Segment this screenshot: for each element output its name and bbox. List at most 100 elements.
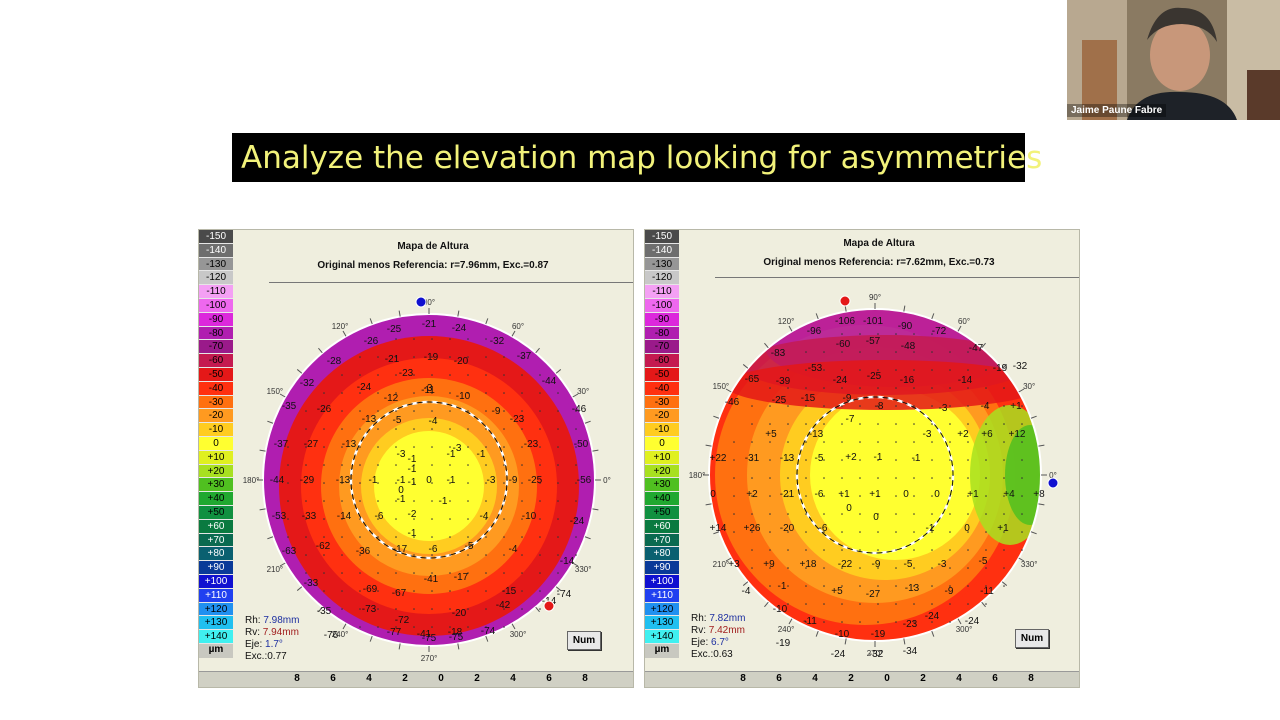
grid-dot [539,536,541,538]
num-button[interactable]: Num [1015,629,1049,648]
grid-dot [341,374,343,376]
elevation-value: -19 [993,363,1008,374]
grid-dot [521,536,523,538]
grid-dot [431,482,433,484]
grid-dot [413,554,415,556]
angle-tick [903,638,906,645]
grid-dot [895,585,897,587]
grid-dot [823,459,825,461]
grid-dot [395,590,397,592]
participant-video[interactable]: Jaime Paune Fabre [1067,0,1280,120]
elevation-value: +2 [845,452,857,463]
elevation-value: 0 [398,485,404,496]
grid-dot [877,567,879,569]
elevation-value: -37 [517,351,532,362]
scale-entry: -150 [199,230,233,244]
grid-dot [805,351,807,353]
grid-dot [575,428,577,430]
scale-entry: +50 [199,505,233,520]
elevation-value: -56 [577,475,592,486]
scale-entry: +60 [645,519,679,534]
grid-dot [1003,585,1005,587]
elevation-value: -24 [452,323,467,334]
grid-dot [395,392,397,394]
grid-dot [395,410,397,412]
elevation-value: -9 [492,406,501,417]
elevation-value: 0 [964,523,970,534]
grid-dot [1021,405,1023,407]
elevation-value: -17 [393,544,408,555]
grid-dot [751,459,753,461]
angle-tick [1030,531,1037,535]
grid-dot [913,369,915,371]
grid-dot [823,567,825,569]
grid-dot [733,477,735,479]
grid-dot [449,482,451,484]
grid-dot [341,392,343,394]
grid-dot [431,446,433,448]
grid-dot [521,356,523,358]
elevation-value: -13 [905,583,920,594]
grid-dot [287,482,289,484]
grid-dot [805,369,807,371]
grid-dot [1021,459,1023,461]
axis-marker [1047,477,1059,489]
grid-dot [859,477,861,479]
grid-dot [895,477,897,479]
grid-dot [503,482,505,484]
angle-tick [1018,388,1025,393]
grid-dot [841,567,843,569]
grid-dot [449,554,451,556]
grid-dot [895,423,897,425]
elevation-value: 0 [426,475,432,486]
pupil-circle-inner [350,401,508,559]
grid-dot [539,554,541,556]
elevation-value: +3 [728,559,740,570]
grid-dot [521,374,523,376]
grid-dot [823,531,825,533]
grid-dot [521,500,523,502]
color-scale: -150 -140 -130 -120 -110 -100 -90 -80 -70 -60 -50-… [199,230,233,658]
grid-dot [877,531,879,533]
grid-dot [859,495,861,497]
elevation-value: -25 [528,475,543,486]
elevation-value: -24 [831,649,846,660]
elevation-value: +1 [967,489,979,500]
elevation-map[interactable]: 90° 60° 30° 0° 330° 300° 270° 240° 210° 180° 150° 1… [685,285,1065,665]
grid-dot [485,428,487,430]
grid-dot [931,567,933,569]
angle-tick [555,586,562,591]
grid-dot [359,392,361,394]
elevation-value: -25 [387,324,402,335]
grid-dot [557,554,559,556]
angle-tick [398,643,401,650]
elevation-value: -13 [809,429,824,440]
grid-dot [413,338,415,340]
scale-entry: 0 [199,436,233,451]
grid-dot [859,621,861,623]
elevation-value: -4 [742,586,751,597]
grid-dot [503,590,505,592]
angle-tick [981,601,986,608]
grid-dot [805,459,807,461]
elevation-map[interactable]: 90° 60° 30° 0° 330° 300° 270° 240° 210° 180° 150° 1… [239,290,619,670]
grid-dot [967,387,969,389]
grid-dot [341,590,343,592]
grid-dot [341,446,343,448]
grid-dot [1003,567,1005,569]
bottom-axis: 8 6 4 2 0 2 4 6 8 [199,671,633,687]
grid-dot [913,441,915,443]
grid-dot [967,513,969,515]
scale-entry: -50 [645,367,679,382]
grid-dot [823,441,825,443]
grid-dot [805,495,807,497]
num-button[interactable]: Num [567,631,601,650]
grid-dot [913,531,915,533]
elevation-value: -48 [901,341,916,352]
grid-dot [823,423,825,425]
grid-dot [503,464,505,466]
elevation-value: 0 [934,489,940,500]
elevation-value: -3 [487,475,496,486]
grid-dot [359,590,361,592]
map-parameters: Rh: 7.98mm Rv: 7.94mm Eje: 1.7° Exc.:0.7… [245,615,299,663]
